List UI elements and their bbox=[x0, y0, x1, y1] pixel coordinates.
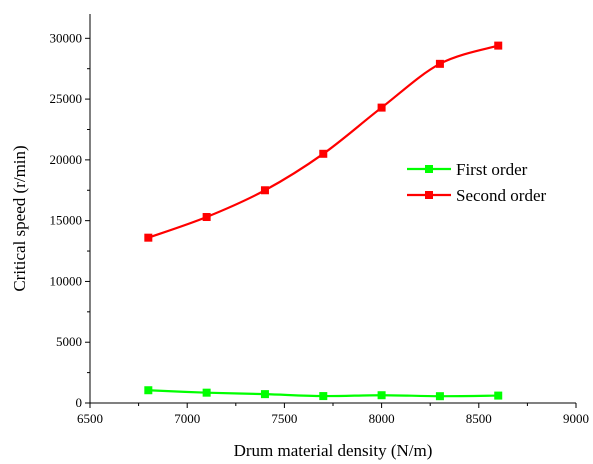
data-point-second-order bbox=[435, 59, 444, 68]
data-point-second-order bbox=[319, 149, 328, 158]
x-ticks: 6500 7000 7500 8000 8500 9000 bbox=[77, 403, 589, 426]
series-line-second-order bbox=[147, 44, 499, 239]
y-tick-label: 10000 bbox=[50, 273, 83, 288]
data-point-second-order bbox=[494, 41, 503, 50]
legend: First order Second order bbox=[407, 160, 547, 205]
legend-marker-second-order bbox=[425, 191, 433, 199]
legend-label-second-order: Second order bbox=[456, 186, 547, 205]
x-tick-label: 8000 bbox=[369, 411, 395, 426]
x-tick-label: 7000 bbox=[174, 411, 200, 426]
data-point-first-order bbox=[144, 386, 153, 395]
y-tick-label: 30000 bbox=[50, 30, 83, 45]
data-point-first-order bbox=[260, 390, 269, 399]
x-tick-label: 8500 bbox=[466, 411, 492, 426]
data-point-second-order bbox=[377, 103, 386, 112]
y-tick-label: 5000 bbox=[56, 334, 82, 349]
legend-marker-first-order bbox=[425, 165, 433, 173]
x-axis-title: Drum material density (N/m) bbox=[234, 441, 433, 460]
y-ticks: 0 5000 10000 15000 20000 25000 30000 bbox=[50, 30, 90, 410]
data-point-second-order bbox=[260, 186, 269, 195]
y-tick-label: 15000 bbox=[50, 213, 83, 228]
data-point-second-order bbox=[144, 233, 153, 242]
axes: 6500 7000 7500 8000 8500 9000 0 5000 10000 15000… bbox=[50, 14, 589, 426]
legend-item-first-order: First order bbox=[407, 160, 528, 179]
data-point-first-order bbox=[202, 388, 211, 397]
data-point-first-order bbox=[377, 391, 386, 400]
legend-label-first-order: First order bbox=[456, 160, 528, 179]
legend-item-second-order: Second order bbox=[407, 186, 547, 205]
y-tick-label: 20000 bbox=[50, 152, 83, 167]
y-tick-label: 25000 bbox=[50, 91, 83, 106]
y-tick-label: 0 bbox=[76, 395, 83, 410]
data-point-first-order bbox=[319, 392, 328, 401]
x-tick-label: 9000 bbox=[563, 411, 589, 426]
y-axis-title: Critical speed (r/min) bbox=[10, 145, 29, 291]
x-tick-label: 7500 bbox=[271, 411, 297, 426]
data-point-second-order bbox=[202, 213, 211, 222]
plot-series bbox=[144, 41, 503, 401]
data-point-first-order bbox=[494, 391, 503, 400]
x-tick-label: 6500 bbox=[77, 411, 103, 426]
data-point-first-order bbox=[435, 392, 444, 401]
